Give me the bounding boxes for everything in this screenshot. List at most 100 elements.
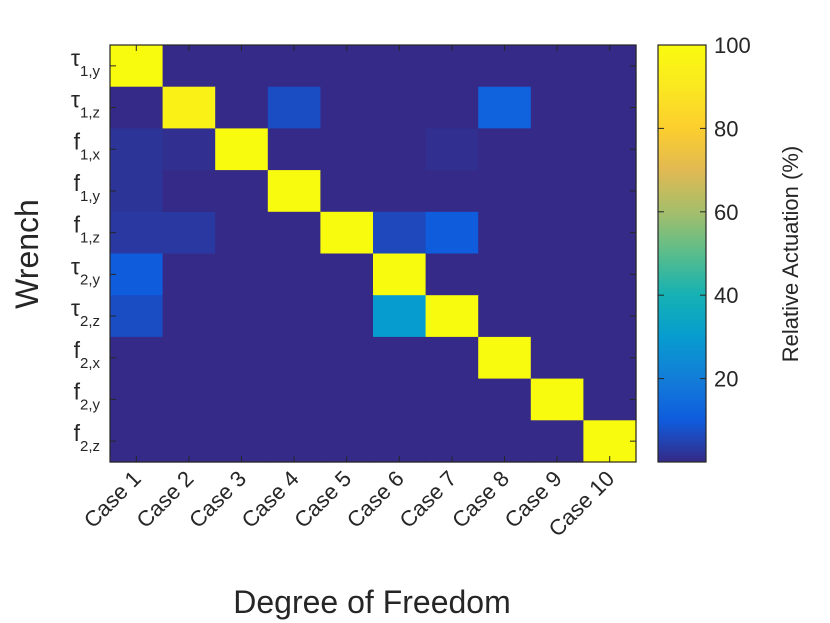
heatmap-cell [215, 295, 269, 338]
heatmap-cell [425, 211, 479, 255]
heatmap-cell [425, 253, 479, 296]
heatmap-cell [530, 378, 584, 421]
heatmap-cell [373, 170, 427, 213]
y-tick-label: f1,y [74, 170, 101, 205]
heatmap-cell [530, 253, 584, 296]
heatmap-cell [215, 45, 269, 88]
heatmap-cell [530, 170, 584, 213]
y-tick-label: f1,z [74, 212, 100, 247]
x-tick-label: Case 1 [79, 466, 146, 533]
heatmap-cell [162, 336, 216, 380]
heatmap-cell [373, 420, 427, 463]
heatmap-cell [478, 295, 532, 338]
heatmap-cell [110, 86, 164, 129]
heatmap-cell [583, 378, 637, 421]
heatmap-cell [320, 253, 374, 296]
colorbar-tick-label: 100 [714, 33, 751, 58]
heatmap-cell [110, 211, 164, 255]
heatmap-cell [110, 45, 164, 88]
heatmap-cell [530, 295, 584, 338]
heatmap-cell [162, 378, 216, 421]
heatmap-cell [162, 170, 216, 213]
heatmap-cell [267, 253, 321, 296]
y-tick-label: τ1,z [71, 87, 100, 122]
heatmap-cell [267, 128, 321, 171]
heatmap-cell [110, 170, 164, 213]
heatmap-cell [162, 211, 216, 255]
heatmap-cell [373, 378, 427, 421]
heatmap-cell [215, 211, 269, 255]
heatmap-cell [110, 420, 164, 463]
heatmap-cell [530, 128, 584, 171]
heatmap-cell [373, 211, 427, 255]
x-tick-label: Case 8 [447, 466, 514, 533]
heatmap-cell [215, 128, 269, 171]
y-tick-label: τ2,z [71, 295, 100, 330]
heatmap-cell [215, 420, 269, 463]
heatmap-cell [583, 45, 637, 88]
heatmap-cell [425, 170, 479, 213]
heatmap-cell [215, 86, 269, 129]
heatmap-cell [478, 211, 532, 255]
heatmap-cell [373, 128, 427, 171]
heatmap-cell [267, 295, 321, 338]
colorbar-tick-label: 80 [714, 116, 738, 141]
x-tick-label: Case 5 [289, 466, 356, 533]
heatmap-cell [320, 420, 374, 463]
heatmap-cell [530, 420, 584, 463]
heatmap-cell [478, 45, 532, 88]
x-axis-title: Degree of Freedom [233, 584, 510, 620]
heatmap-cell [110, 378, 164, 421]
x-tick-label: Case 3 [184, 466, 251, 533]
x-tick-label: Case 7 [394, 466, 461, 533]
colorbar-tick-label: 60 [714, 200, 738, 225]
heatmap-cell [320, 128, 374, 171]
heatmap-cell [583, 336, 637, 380]
heatmap-cell [320, 86, 374, 129]
heatmap-cell [373, 253, 427, 296]
colorbar [657, 44, 707, 463]
heatmap-cell [373, 295, 427, 338]
y-tick-label: τ2,y [71, 253, 101, 288]
heatmap-cell [110, 253, 164, 296]
heatmap-cell [583, 253, 637, 296]
heatmap-cell [110, 128, 164, 171]
heatmap-cell [478, 128, 532, 171]
colorbar-title: Relative Actuation (%) [778, 146, 803, 362]
heatmap-cell [530, 336, 584, 380]
heatmap-cell [583, 295, 637, 338]
heatmap-cell [162, 128, 216, 171]
heatmap-cell [425, 420, 479, 463]
heatmap-cell [478, 378, 532, 421]
heatmap-cell [162, 45, 216, 88]
heatmap-cell [478, 420, 532, 463]
heatmap-cell [478, 86, 532, 129]
heatmap-cell [267, 45, 321, 88]
heatmap-cell [425, 128, 479, 171]
heatmap-cell [267, 378, 321, 421]
heatmap-cell [110, 295, 164, 338]
heatmap-cell [425, 45, 479, 88]
heatmap-cell [583, 420, 637, 463]
x-tick-label: Case 4 [237, 466, 304, 533]
heatmap-cell [267, 336, 321, 380]
heatmap-cell [320, 45, 374, 88]
heatmap-cell [478, 170, 532, 213]
heatmap-cell [425, 295, 479, 338]
heatmap-cell [320, 336, 374, 380]
heatmap-cell [373, 86, 427, 129]
heatmap-cell [530, 211, 584, 255]
heatmap-cell [583, 128, 637, 171]
heatmap-cell [267, 420, 321, 463]
heatmap-cell [162, 253, 216, 296]
heatmap-cell [478, 336, 532, 380]
heatmap-cell [162, 295, 216, 338]
colorbar-tick-label: 40 [714, 283, 738, 308]
plot-frame [109, 44, 637, 463]
heatmap-cell [110, 336, 164, 380]
heatmap-cell [373, 336, 427, 380]
heatmap-cell [215, 378, 269, 421]
heatmap-cell [320, 211, 374, 255]
heatmap-cell [215, 170, 269, 213]
